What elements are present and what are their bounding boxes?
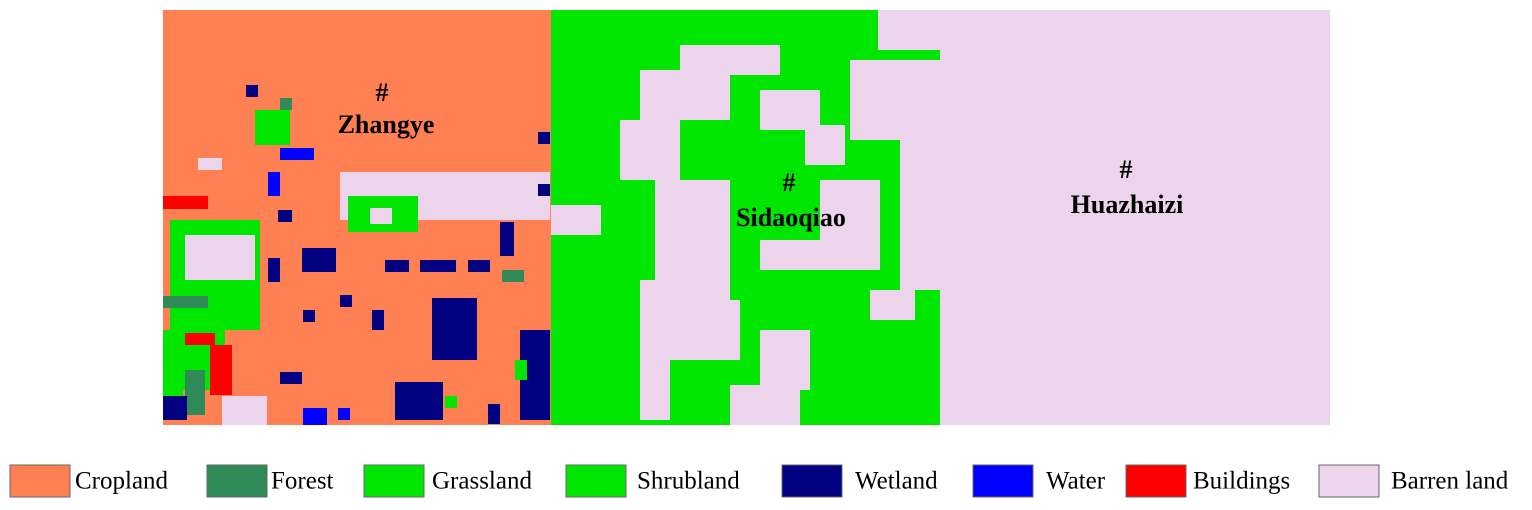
land-cell <box>303 408 327 425</box>
land-cell <box>940 10 1330 425</box>
place-marker: # <box>1120 155 1133 184</box>
place-marker: # <box>376 78 389 107</box>
land-cell <box>268 172 280 196</box>
land-cell <box>805 125 845 165</box>
land-cell <box>640 360 670 420</box>
land-cell <box>302 248 336 272</box>
legend-swatch <box>781 464 843 498</box>
land-cell <box>340 295 352 307</box>
land-cell <box>640 70 730 120</box>
land-cell <box>185 370 205 415</box>
place-name: Sidaoqiao <box>736 203 846 232</box>
land-cell <box>210 345 232 395</box>
land-cell <box>500 222 514 256</box>
land-cell <box>246 85 258 97</box>
land-cell <box>385 260 409 272</box>
land-cell <box>280 148 314 160</box>
land-cell <box>680 300 740 360</box>
land-cell <box>820 180 880 250</box>
legend-swatch <box>972 464 1034 498</box>
legend-label: Shrubland <box>637 468 740 495</box>
land-cell <box>488 404 500 424</box>
legend-swatch <box>1318 464 1380 498</box>
legend-label: Buildings <box>1193 468 1290 495</box>
land-cell <box>900 140 940 290</box>
legend-swatch <box>565 464 627 498</box>
legend-label: Barren land <box>1391 468 1509 495</box>
land-cell <box>338 408 350 420</box>
land-cell <box>878 10 940 50</box>
land-cell <box>420 260 456 272</box>
map-raster <box>163 10 1330 425</box>
land-cell <box>370 208 392 224</box>
legend-swatch <box>206 464 268 498</box>
land-cell <box>222 396 267 425</box>
legend-swatch <box>9 464 71 498</box>
land-cell <box>432 298 477 360</box>
legend-label: Water <box>1046 468 1106 495</box>
land-cell <box>163 396 187 420</box>
land-cell <box>760 90 820 130</box>
land-cell <box>760 330 810 390</box>
legend: Cropland Forest Grassland Shrubland Wetland W… <box>9 464 1509 498</box>
land-cell <box>395 382 443 420</box>
land-cell <box>163 296 208 308</box>
place-name: Huazhaizi <box>1071 190 1184 219</box>
legend-label: Wetland <box>855 468 938 495</box>
land-cell <box>870 290 915 320</box>
land-cell <box>730 385 800 425</box>
land-cell <box>268 258 280 282</box>
land-cell <box>538 132 550 144</box>
legend-swatch <box>363 464 425 498</box>
land-cell <box>372 310 384 330</box>
land-cell <box>163 196 208 209</box>
land-cell <box>198 158 222 170</box>
legend-label: Grassland <box>432 468 532 495</box>
land-cell <box>280 372 302 384</box>
land-cell <box>185 333 215 345</box>
place-labels: # Zhangye # Sidaoqiao # Huazhaizi <box>338 78 1184 232</box>
land-cell <box>185 235 255 280</box>
land-cell <box>278 210 292 222</box>
land-cell <box>468 260 490 272</box>
land-cell <box>445 396 457 408</box>
land-cell <box>163 330 183 410</box>
land-cell <box>551 205 601 235</box>
land-cell <box>850 60 940 140</box>
legend-label: Cropland <box>75 468 169 495</box>
land-cell <box>760 240 880 270</box>
land-cell <box>538 184 550 196</box>
legend-swatch <box>1125 464 1187 498</box>
land-cell <box>255 110 290 145</box>
place-marker: # <box>783 168 796 197</box>
land-cell <box>620 120 680 180</box>
land-cell <box>680 45 780 75</box>
place-name: Zhangye <box>338 110 435 139</box>
land-cell <box>640 280 680 360</box>
legend-label: Forest <box>271 468 334 495</box>
land-cell <box>502 270 524 282</box>
land-cell <box>280 98 292 110</box>
land-cell <box>515 360 527 380</box>
land-cell <box>303 310 315 322</box>
